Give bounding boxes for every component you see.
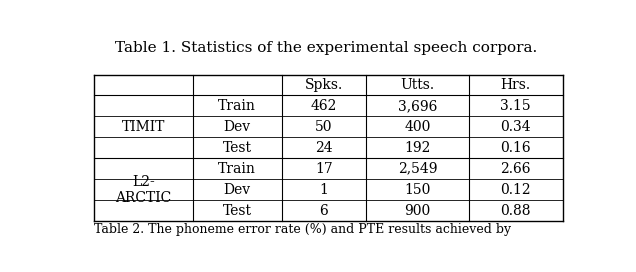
Text: 50: 50 [315,120,333,134]
Text: 462: 462 [310,99,337,113]
Text: 24: 24 [315,141,333,155]
Text: Table 2. The phoneme error rate (%) and PTE results achieved by: Table 2. The phoneme error rate (%) and … [94,223,511,236]
Text: 192: 192 [404,141,431,155]
Text: 400: 400 [404,120,431,134]
Text: 150: 150 [404,183,431,197]
Text: 0.34: 0.34 [501,120,531,134]
Text: 0.16: 0.16 [501,141,531,155]
Text: Hrs.: Hrs. [501,78,531,92]
Text: Table 1. Statistics of the experimental speech corpora.: Table 1. Statistics of the experimental … [115,41,537,55]
Text: 17: 17 [315,162,333,176]
Text: L2-
ARCTIC: L2- ARCTIC [115,175,172,205]
Text: Dev: Dev [223,183,251,197]
Text: 0.12: 0.12 [501,183,531,197]
Text: Test: Test [223,204,252,218]
Text: 3,696: 3,696 [398,99,437,113]
Text: 3.15: 3.15 [501,99,531,113]
Text: Test: Test [223,141,252,155]
Text: Train: Train [218,162,256,176]
Text: 2.66: 2.66 [501,162,531,176]
Text: 2,549: 2,549 [398,162,437,176]
Text: TIMIT: TIMIT [121,120,165,134]
Text: 0.88: 0.88 [501,204,531,218]
Text: Spks.: Spks. [305,78,343,92]
Text: 1: 1 [319,183,328,197]
Text: 6: 6 [319,204,328,218]
Text: Dev: Dev [223,120,251,134]
Text: Utts.: Utts. [400,78,434,92]
Text: 900: 900 [404,204,431,218]
Text: Train: Train [218,99,256,113]
